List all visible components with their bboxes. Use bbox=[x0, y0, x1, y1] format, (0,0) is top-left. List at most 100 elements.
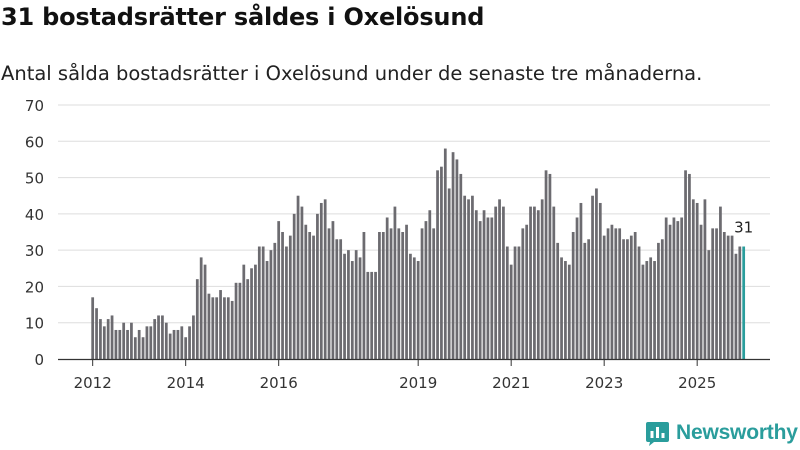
bar bbox=[529, 206, 532, 359]
bar bbox=[188, 326, 191, 359]
bar bbox=[393, 206, 397, 359]
bar bbox=[362, 232, 366, 359]
bar bbox=[358, 257, 362, 359]
bar bbox=[269, 250, 273, 359]
bar bbox=[463, 195, 467, 359]
bar bbox=[374, 271, 377, 359]
bar bbox=[490, 217, 494, 359]
bar bbox=[114, 329, 118, 359]
bar bbox=[672, 217, 676, 359]
bar bbox=[451, 152, 455, 359]
bar bbox=[118, 329, 122, 359]
bar bbox=[316, 213, 319, 359]
bar bbox=[207, 293, 211, 359]
bar bbox=[664, 217, 668, 359]
bar bbox=[288, 235, 292, 359]
bar bbox=[571, 232, 575, 359]
bar bbox=[339, 239, 343, 359]
bar bbox=[552, 206, 556, 359]
bar bbox=[610, 224, 614, 359]
bar bbox=[432, 228, 436, 359]
bar bbox=[622, 239, 625, 359]
bar bbox=[440, 166, 443, 359]
bar bbox=[319, 202, 323, 359]
bar bbox=[575, 217, 579, 359]
bar bbox=[591, 195, 594, 359]
bar bbox=[95, 308, 98, 359]
y-tick-label: 0 bbox=[34, 351, 44, 369]
bar bbox=[164, 322, 168, 359]
bar bbox=[238, 282, 242, 359]
bar bbox=[172, 329, 176, 359]
bar bbox=[246, 279, 250, 359]
bar bbox=[684, 170, 687, 359]
bar bbox=[199, 257, 203, 359]
bar bbox=[722, 232, 726, 359]
bar bbox=[486, 217, 490, 359]
bar bbox=[653, 261, 656, 359]
bar bbox=[126, 329, 129, 359]
x-tick-label: 2025 bbox=[678, 374, 716, 392]
bar bbox=[176, 329, 180, 359]
chart-subtitle: Antal sålda bostadsrätter i Oxelösund un… bbox=[1, 62, 703, 85]
bar bbox=[567, 264, 571, 359]
y-tick-label: 30 bbox=[25, 242, 44, 260]
bar bbox=[471, 195, 474, 359]
bar bbox=[308, 232, 312, 359]
bar bbox=[564, 261, 567, 359]
bar bbox=[335, 239, 339, 359]
bar bbox=[381, 232, 385, 359]
bar bbox=[676, 221, 680, 359]
newsworthy-logo-text: Newsworthy bbox=[676, 421, 798, 444]
bar bbox=[149, 326, 153, 359]
bar bbox=[254, 264, 257, 359]
bar bbox=[226, 297, 230, 359]
bar bbox=[711, 228, 715, 359]
bar bbox=[556, 242, 560, 359]
bar bbox=[734, 253, 738, 359]
bar bbox=[595, 188, 598, 359]
bar bbox=[691, 199, 695, 359]
bar bbox=[618, 228, 622, 359]
bar bbox=[641, 264, 645, 359]
bar bbox=[738, 246, 742, 359]
bar bbox=[548, 173, 552, 359]
bar bbox=[323, 199, 327, 359]
bar bbox=[474, 210, 478, 359]
bar bbox=[513, 246, 517, 359]
bar bbox=[579, 202, 583, 359]
bar bbox=[540, 199, 544, 359]
bar bbox=[443, 148, 447, 359]
bar bbox=[304, 224, 308, 359]
bar bbox=[331, 221, 335, 359]
bar bbox=[645, 261, 649, 359]
bar bbox=[133, 337, 137, 359]
bar bbox=[699, 224, 703, 359]
bar bbox=[447, 188, 451, 359]
bar bbox=[168, 333, 172, 359]
bar bbox=[292, 213, 296, 359]
bar bbox=[502, 206, 505, 359]
bar bbox=[657, 242, 660, 359]
bar bbox=[265, 261, 269, 359]
bar bbox=[130, 322, 133, 359]
bar bbox=[273, 242, 277, 359]
bar bbox=[195, 279, 199, 359]
bar bbox=[180, 326, 184, 359]
bar bbox=[106, 319, 110, 359]
bar bbox=[583, 242, 587, 359]
bar bbox=[521, 228, 525, 359]
y-tick-label: 40 bbox=[25, 206, 44, 224]
bar bbox=[525, 224, 529, 359]
bar bbox=[110, 315, 114, 359]
bar bbox=[436, 170, 439, 359]
bar bbox=[230, 300, 234, 359]
bar bbox=[300, 206, 304, 359]
bar bbox=[602, 235, 606, 359]
bar bbox=[730, 235, 734, 359]
x-tick-label: 2012 bbox=[74, 374, 112, 392]
bar bbox=[99, 319, 102, 359]
y-tick-label: 70 bbox=[25, 97, 44, 115]
bar bbox=[277, 221, 281, 359]
bar bbox=[424, 221, 428, 359]
